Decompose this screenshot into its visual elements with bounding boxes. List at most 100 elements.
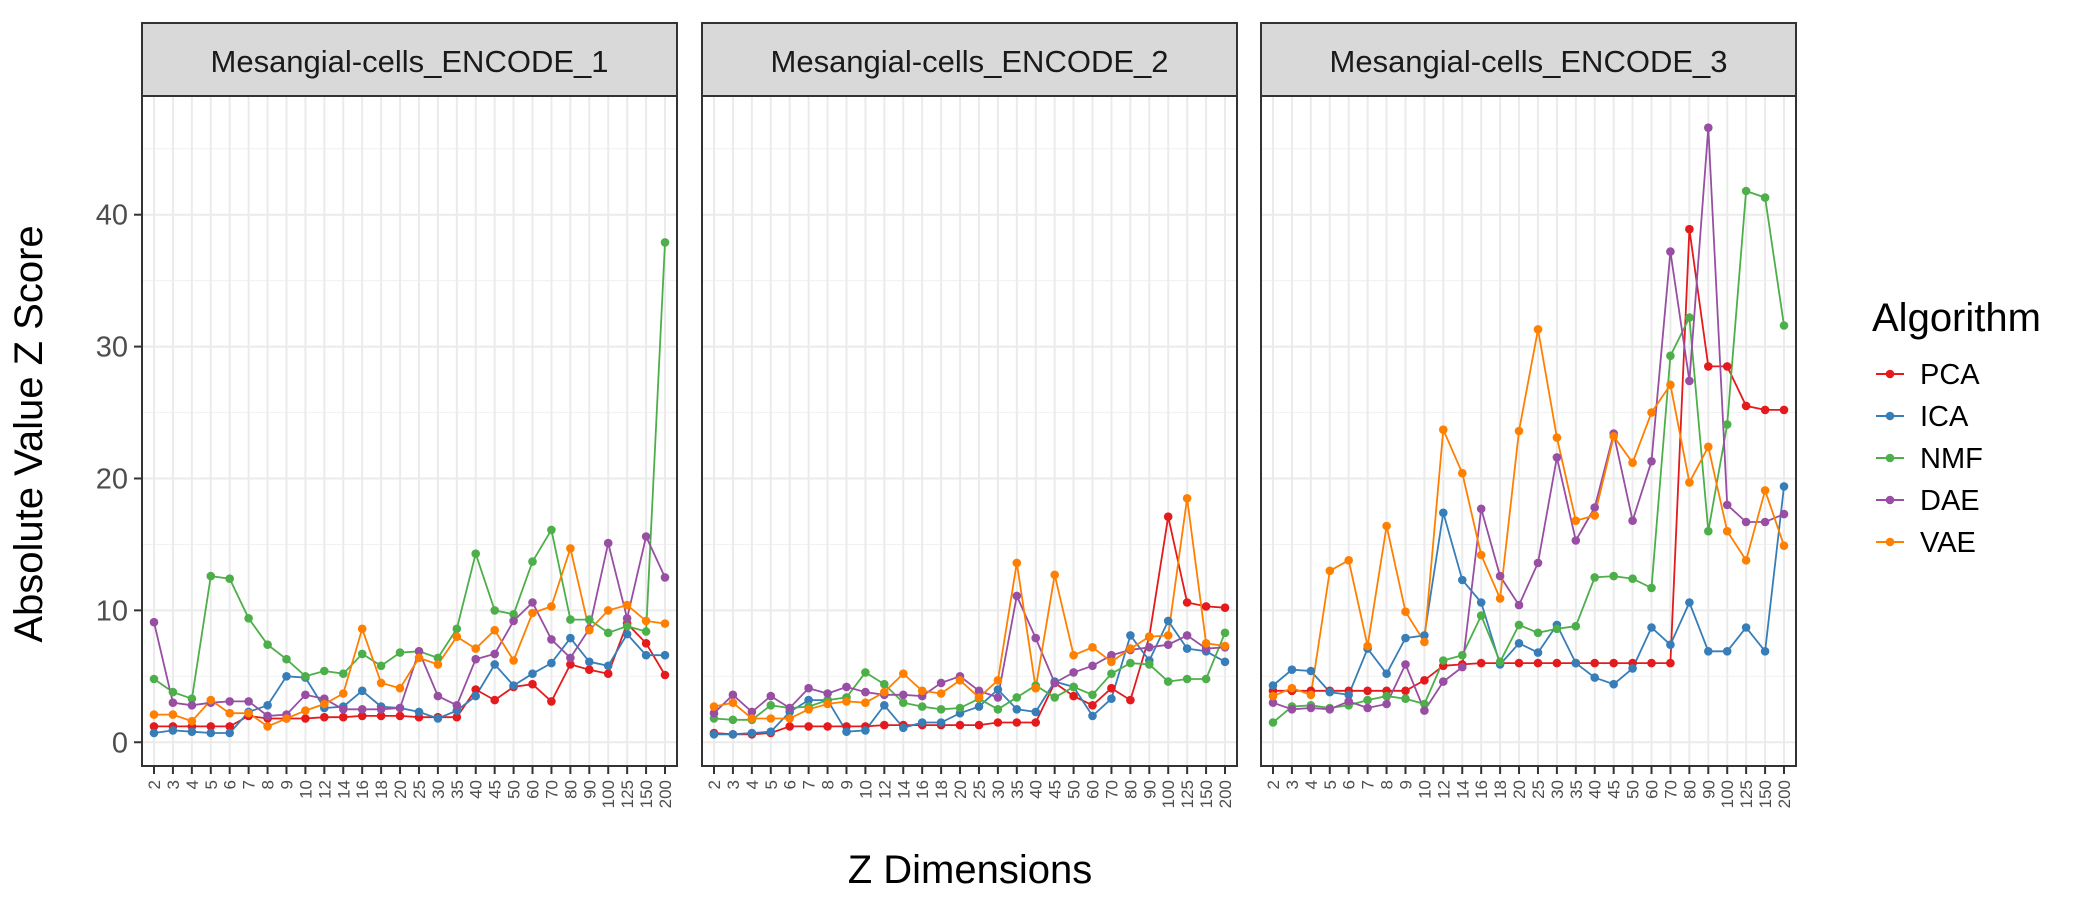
data-point-pca — [547, 697, 556, 706]
x-tick-label: 80 — [1121, 780, 1140, 799]
y-tick-label: 30 — [96, 332, 128, 364]
data-point-ica — [225, 728, 234, 738]
x-tick-label: 40 — [1586, 780, 1605, 799]
data-point-dae — [899, 690, 908, 700]
data-point-nmf — [149, 674, 159, 684]
data-point-dae — [1458, 662, 1467, 672]
data-point-vae — [1126, 644, 1135, 653]
data-point-ica — [490, 660, 500, 669]
data-point-ica — [641, 650, 651, 660]
data-point-ica — [993, 685, 1003, 694]
data-point-dae — [1722, 500, 1732, 510]
data-point-ica — [1088, 711, 1097, 721]
x-tick-label: 125 — [1178, 780, 1197, 808]
data-point-pca — [1401, 686, 1410, 696]
x-tick-label: 3 — [164, 780, 183, 789]
y-tick-label: 10 — [96, 595, 128, 627]
data-point-vae — [1012, 558, 1022, 568]
data-point-dae — [395, 703, 405, 713]
x-tick-label: 4 — [743, 780, 762, 789]
data-point-dae — [1069, 668, 1078, 677]
data-point-nmf — [206, 571, 216, 581]
x-tick-label: 90 — [1699, 780, 1718, 799]
data-point-pca — [823, 722, 832, 731]
data-point-pca — [880, 720, 889, 730]
data-point-nmf — [547, 525, 556, 535]
data-point-pca — [955, 720, 965, 730]
data-point-nmf — [509, 610, 518, 619]
data-point-vae — [585, 625, 594, 635]
x-tick-label: 3 — [724, 780, 743, 789]
data-point-ica — [1590, 673, 1599, 682]
data-point-pca — [490, 695, 500, 705]
data-point-vae — [547, 602, 556, 611]
data-point-nmf — [1533, 628, 1543, 638]
x-tick-label: 35 — [448, 780, 467, 799]
x-tick-label: 80 — [1680, 780, 1699, 799]
data-point-pca — [660, 670, 670, 680]
x-tick-label: 7 — [800, 780, 819, 789]
data-point-nmf — [660, 238, 670, 247]
data-point-vae — [1741, 556, 1751, 565]
data-point-pca — [1069, 691, 1078, 701]
data-point-vae — [1163, 631, 1173, 640]
data-point-dae — [1552, 453, 1562, 462]
data-point-nmf — [566, 615, 575, 624]
data-point-dae — [766, 691, 776, 701]
facets-layer: Mesangial-cells_ENCODE_12 3 4 5 6 7 8 9 10 12 14 16… — [96, 22, 1797, 808]
facet-panel-3: Mesangial-cells_ENCODE_32 3 4 5 6 7 8 9 10 12 14 16… — [1260, 22, 1797, 808]
plot-background — [142, 96, 677, 766]
data-point-nmf — [1163, 677, 1173, 686]
data-point-vae — [641, 616, 651, 626]
data-point-ica — [622, 629, 632, 639]
data-point-nmf — [1458, 650, 1467, 660]
data-point-pca — [1031, 718, 1040, 727]
data-point-dae — [936, 678, 946, 688]
data-point-vae — [1088, 643, 1097, 652]
data-point-ica — [1514, 639, 1524, 648]
data-point-vae — [1571, 516, 1581, 525]
data-point-dae — [452, 701, 462, 710]
x-tick-label: 25 — [1529, 780, 1548, 799]
x-tick-label: 8 — [1378, 780, 1397, 789]
data-point-dae — [1325, 705, 1335, 714]
data-point-pca — [1760, 405, 1770, 415]
data-point-dae — [1704, 123, 1713, 132]
x-tick-label: 25 — [970, 780, 989, 799]
data-point-dae — [728, 690, 738, 700]
x-tick-label: 70 — [1102, 780, 1121, 799]
data-point-nmf — [1126, 658, 1135, 668]
x-tick-label: 4 — [183, 780, 202, 789]
data-point-nmf — [528, 557, 537, 566]
data-point-nmf — [282, 654, 291, 664]
data-point-dae — [1088, 661, 1097, 671]
data-point-vae — [823, 699, 832, 709]
data-point-dae — [471, 654, 481, 664]
data-point-vae — [1069, 650, 1078, 660]
data-point-dae — [1571, 536, 1581, 545]
x-tick-label: 40 — [1027, 780, 1046, 799]
data-point-nmf — [1647, 583, 1656, 593]
data-point-vae — [282, 714, 291, 723]
data-point-pca — [1704, 362, 1713, 371]
x-tick-label: 14 — [334, 780, 353, 799]
data-point-vae — [936, 689, 946, 698]
data-point-pca — [1685, 224, 1694, 234]
data-point-vae — [566, 544, 575, 553]
x-tick-label: 30 — [1548, 780, 1567, 799]
x-axis-title: Z Dimensions — [848, 848, 1093, 892]
data-point-vae — [1666, 380, 1675, 390]
x-tick-label: 8 — [259, 780, 278, 789]
x-tick-label: 18 — [932, 780, 951, 799]
data-point-dae — [1741, 517, 1751, 527]
data-point-vae — [1685, 478, 1694, 487]
data-point-nmf — [339, 669, 348, 678]
x-tick-label: 30 — [429, 780, 448, 799]
x-tick-label: 9 — [1397, 780, 1416, 789]
legend-item-dae: DAE — [1876, 485, 1980, 517]
x-tick-label: 150 — [1197, 780, 1216, 808]
x-tick-label: 90 — [1140, 780, 1159, 799]
data-point-vae — [1476, 550, 1486, 560]
data-point-vae — [1647, 408, 1656, 417]
